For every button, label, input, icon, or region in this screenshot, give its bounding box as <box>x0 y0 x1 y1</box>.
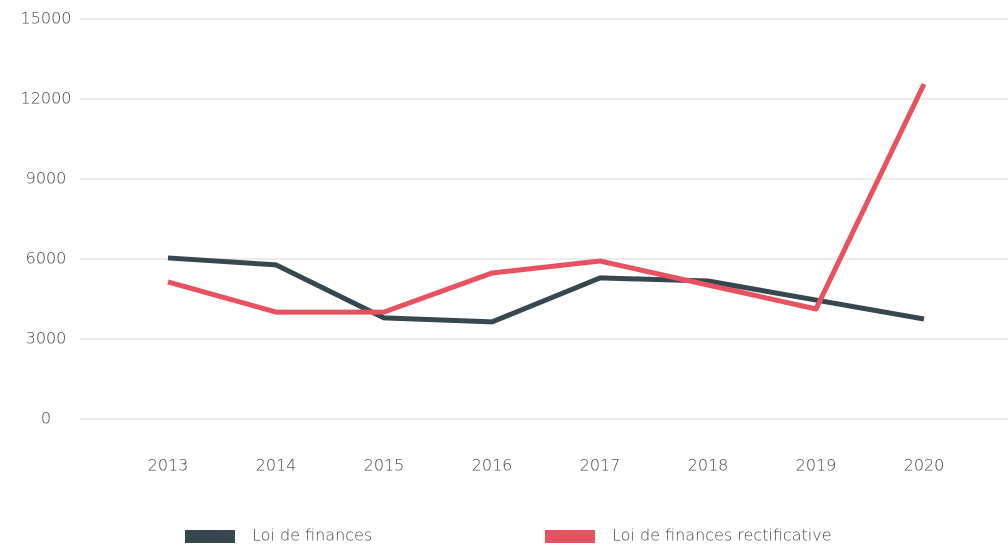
y-tick-label: 12000 <box>21 89 72 108</box>
legend-swatch <box>185 530 235 543</box>
x-tick-label: 2018 <box>688 456 729 475</box>
legend-label: Loi de finances rectificative <box>612 526 832 545</box>
legend-label: Loi de finances <box>252 526 372 545</box>
x-tick-label: 2014 <box>256 456 297 475</box>
y-tick-label: 3000 <box>26 329 67 348</box>
y-tick-label: 6000 <box>26 249 67 268</box>
x-tick-label: 2017 <box>580 456 621 475</box>
x-tick-label: 2013 <box>148 456 189 475</box>
x-tick-label: 2016 <box>472 456 513 475</box>
x-tick-label: 2019 <box>796 456 837 475</box>
series-line <box>167 82 927 315</box>
x-tick-label: 2015 <box>364 456 405 475</box>
x-tick-label: 2020 <box>904 456 945 475</box>
y-tick-label: 0 <box>41 409 51 428</box>
legend-swatch <box>545 530 595 543</box>
y-tick-label: 15000 <box>21 9 72 28</box>
series-line <box>167 255 925 325</box>
y-tick-label: 9000 <box>26 169 67 188</box>
